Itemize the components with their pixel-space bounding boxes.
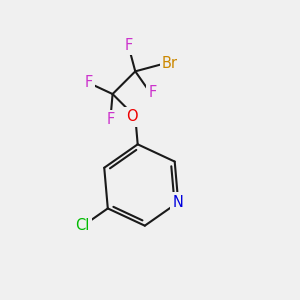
Text: N: N <box>173 195 184 210</box>
Text: F: F <box>149 85 157 100</box>
Text: F: F <box>85 75 93 90</box>
Text: F: F <box>124 38 133 52</box>
Text: O: O <box>127 109 138 124</box>
Text: Br: Br <box>162 56 178 71</box>
Text: F: F <box>106 112 115 127</box>
Text: Cl: Cl <box>76 218 90 233</box>
